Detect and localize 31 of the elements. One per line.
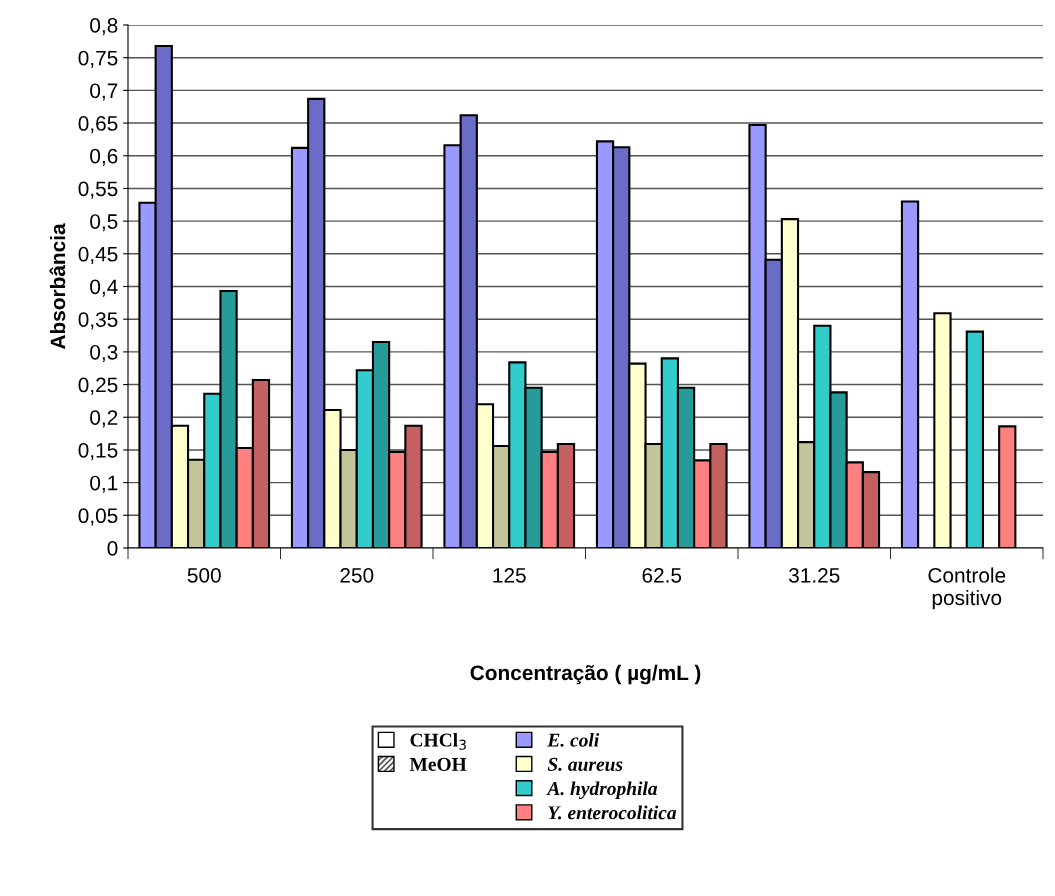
x-tick-label: 62.5 bbox=[642, 567, 682, 583]
y-tick-label: 0,7 bbox=[90, 83, 118, 101]
y-tick-label: 0,15 bbox=[78, 442, 118, 461]
y-tick-label: 0,45 bbox=[78, 246, 118, 265]
y-tick-label: 0,2 bbox=[90, 410, 118, 428]
y-tick-label: 0,1 bbox=[90, 475, 118, 493]
x-tick-label: 125 bbox=[493, 567, 526, 583]
y-tick-label: 0,6 bbox=[90, 148, 118, 166]
y-tick-label: 0,4 bbox=[90, 279, 118, 297]
y-axis-title: Absorbância bbox=[49, 223, 66, 350]
x-tick-label: 500 bbox=[187, 567, 221, 583]
legend-label: E. coli bbox=[547, 733, 600, 747]
x-tick-label: Controle positivo bbox=[928, 567, 1006, 610]
y-tick-label: 0,5 bbox=[90, 214, 118, 232]
text: CHCl$_{3}$ bbox=[410, 732, 466, 750]
x-tick-label: 250 bbox=[340, 567, 374, 583]
y-tick-label: 0,8 bbox=[90, 18, 118, 36]
y-tick-label: 0 bbox=[107, 541, 118, 556]
y-tick-label: 0,35 bbox=[78, 312, 118, 330]
text: MeOH bbox=[409, 757, 467, 771]
x-axis-title: Concentração ( µg/mL ) bbox=[470, 664, 701, 685]
legend-label: Y. enterocolitica bbox=[548, 805, 677, 820]
legend-label: S. aureus bbox=[547, 757, 623, 771]
y-tick-label: 0,3 bbox=[90, 344, 118, 363]
y-tick-label: 0,05 bbox=[78, 508, 118, 526]
legend-label: A. hydrophila bbox=[546, 781, 658, 800]
y-tick-label: 0,75 bbox=[78, 50, 118, 68]
y-tick-label: 0,65 bbox=[78, 116, 118, 134]
y-tick-label: 0,25 bbox=[78, 377, 118, 395]
y-tick-label: 0,55 bbox=[78, 181, 118, 199]
x-tick-label: 31.25 bbox=[788, 567, 840, 583]
